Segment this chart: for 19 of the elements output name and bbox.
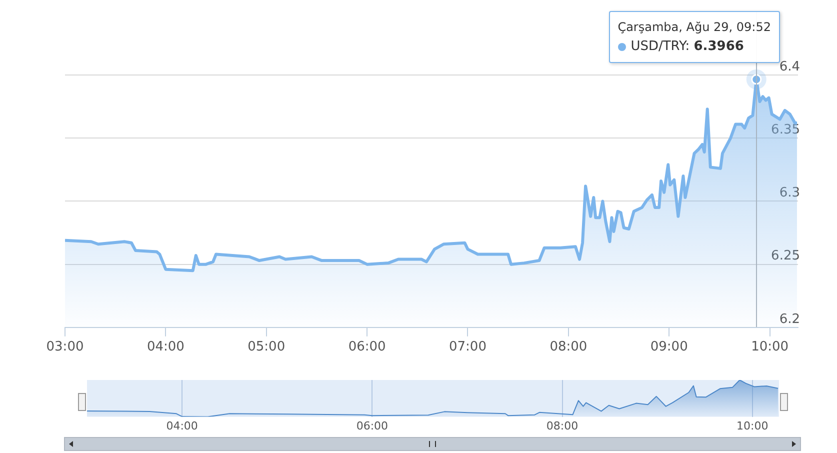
x-tick-label: 06:00 <box>356 419 388 432</box>
x-tick-label: 09:00 <box>650 340 688 355</box>
y-tick-label: 6.4 <box>779 59 800 74</box>
x-tick-label: 07:00 <box>449 340 486 355</box>
x-tick-label: 05:00 <box>248 340 286 355</box>
x-tick-label: 10:00 <box>736 419 768 432</box>
data-label: 6.3966 <box>694 38 744 56</box>
x-tick-label: 04:00 <box>146 340 184 355</box>
x-tick-label: 04:00 <box>166 419 198 432</box>
y-tick-label: 6.3 <box>779 186 800 201</box>
x-tick-label: 08:00 <box>550 340 588 355</box>
x-tick-label: 08:00 <box>546 419 578 432</box>
y-tick-label: 6.25 <box>771 248 800 264</box>
legend-label: USD/TRY: <box>630 38 690 56</box>
y-tick-label: 6.2 <box>779 312 800 327</box>
x-tick-label: 03:00 <box>46 340 84 355</box>
x-tick-label: 06:00 <box>348 340 386 355</box>
x-tick-label: 10:00 <box>751 340 789 355</box>
annotation: Çarşamba, Ağu 29, 09:52 <box>618 19 771 36</box>
